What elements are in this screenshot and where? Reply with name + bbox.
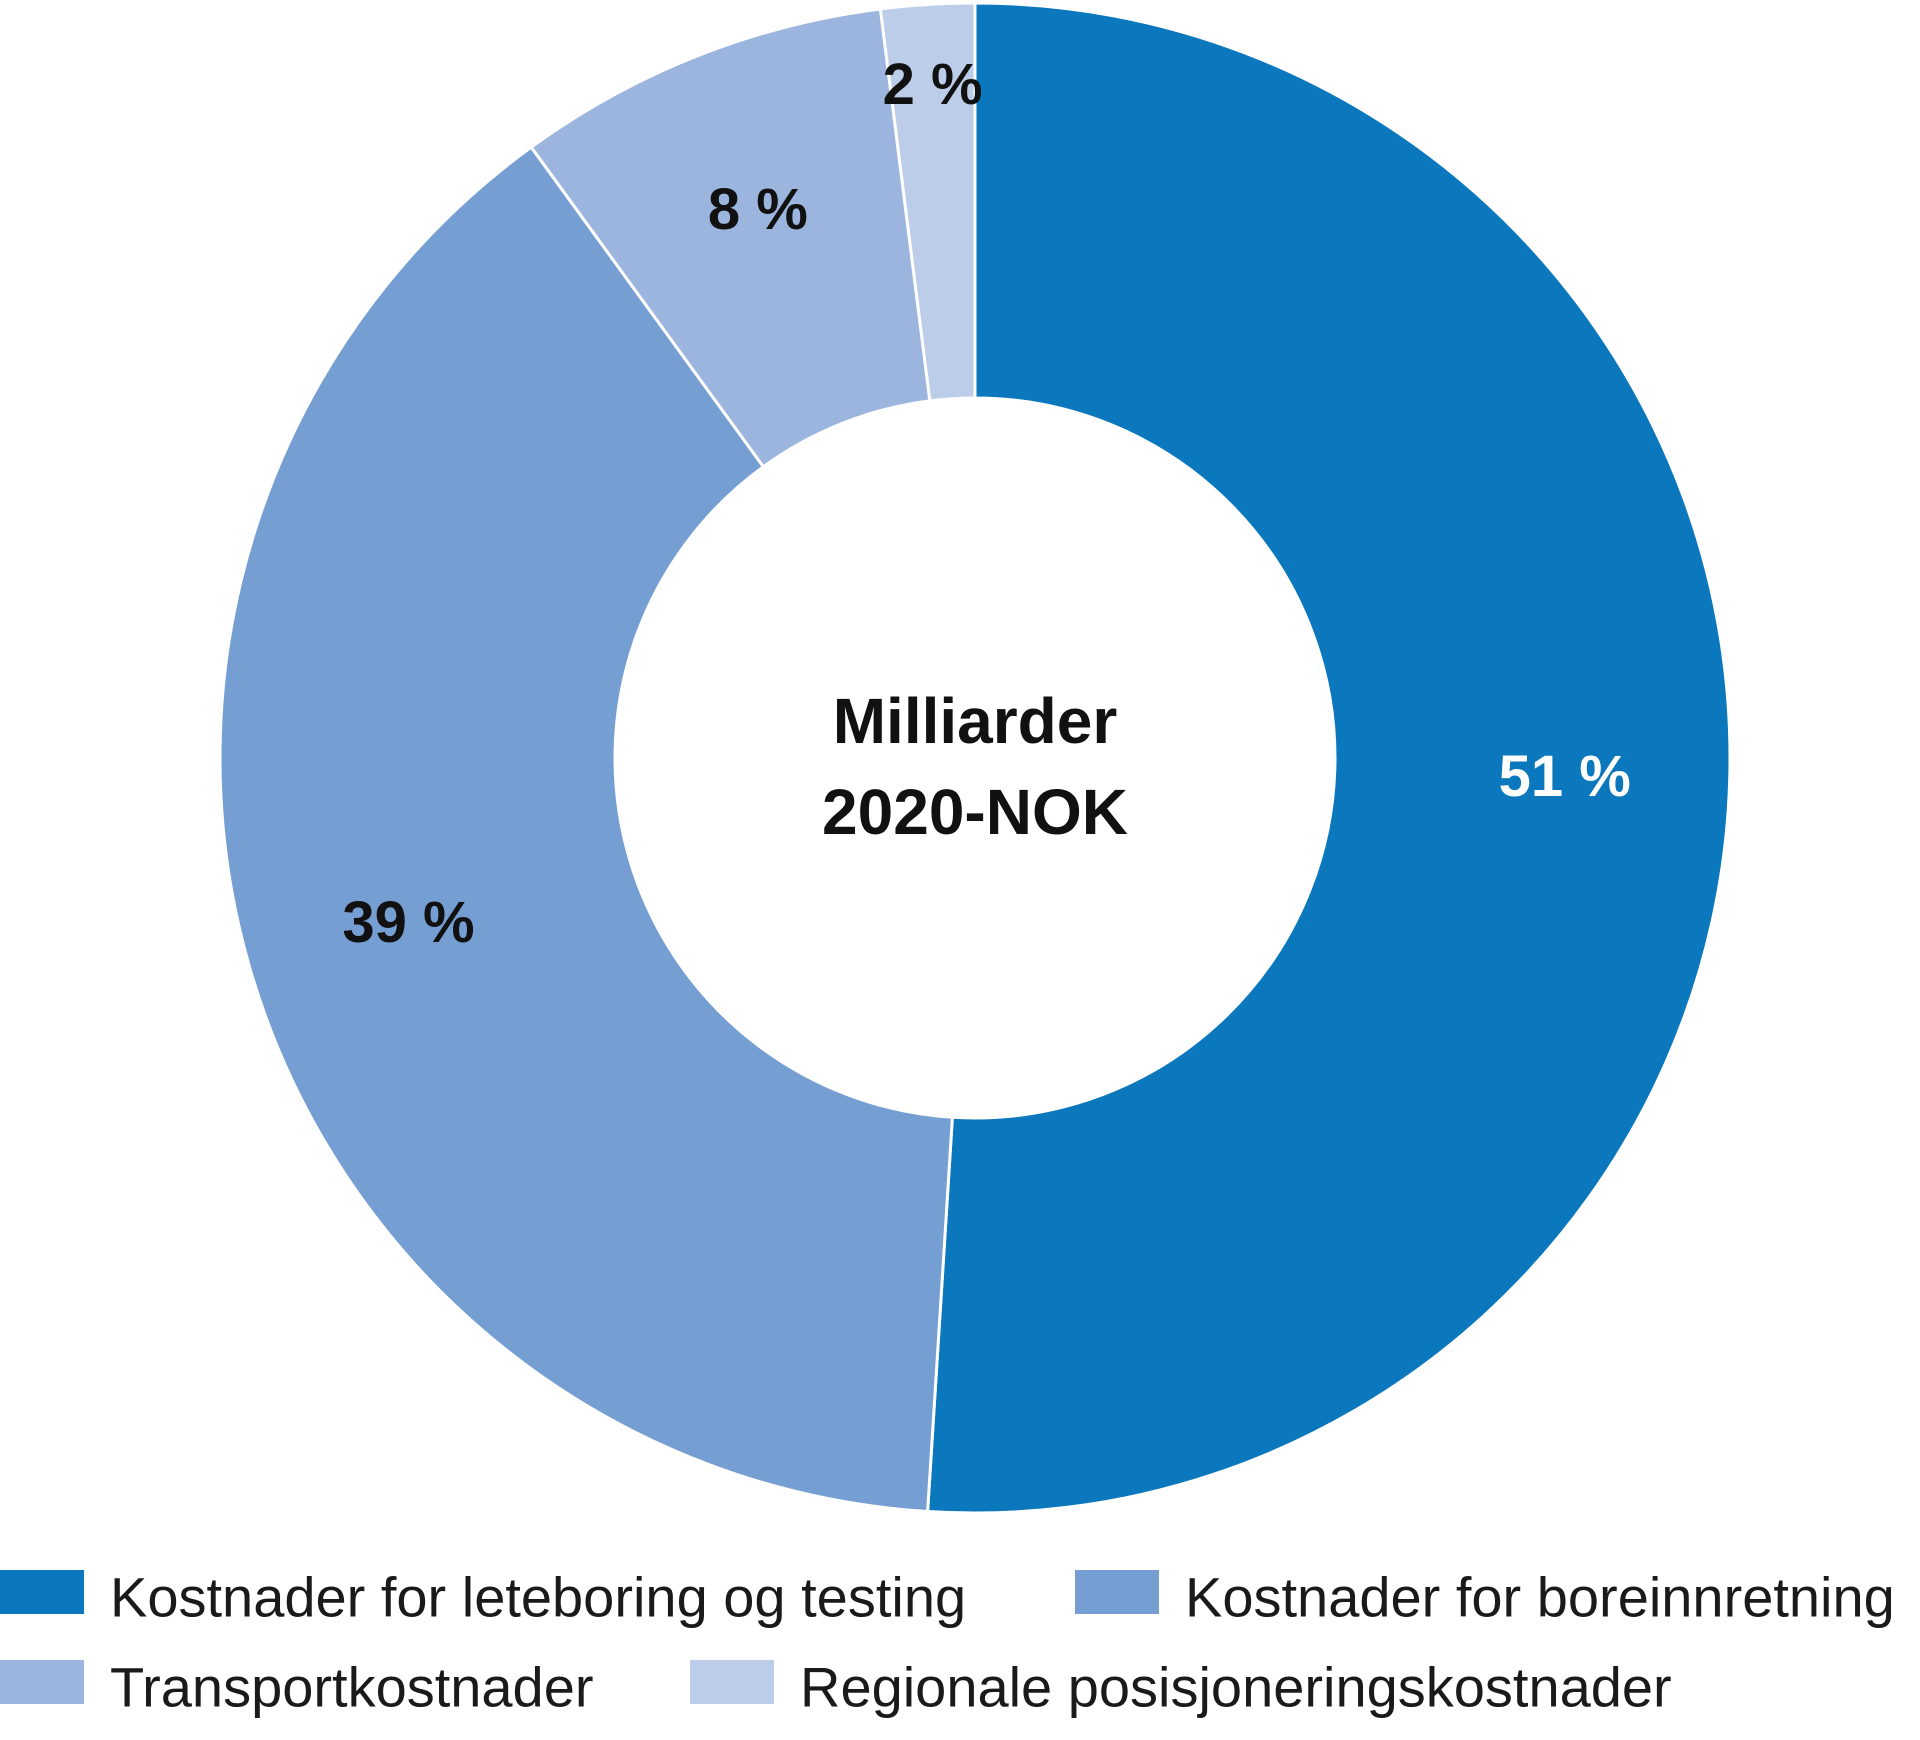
donut-slices [218, 1, 1732, 1515]
legend-swatch-3 [0, 1660, 84, 1704]
slice-label-4: 2 % [883, 52, 983, 117]
legend-swatch-4 [690, 1660, 774, 1704]
legend: Kostnader for leteboring og testing Kostn… [0, 1566, 1895, 1719]
legend-label-4: Regionale posisjoneringskostnader [800, 1656, 1672, 1719]
slice-label-2: 39 % [342, 890, 474, 955]
legend-label-3: Transportkostnader [110, 1656, 594, 1719]
slice-2 [218, 145, 954, 1514]
legend-swatch-1 [0, 1570, 84, 1614]
slice-1 [926, 1, 1732, 1515]
legend-swatch-2 [1075, 1570, 1159, 1614]
center-label-line-2: 2020-NOK [822, 776, 1128, 848]
slice-label-3: 8 % [708, 177, 808, 242]
slice-label-1: 51 % [1499, 744, 1631, 809]
slice-4 [878, 1, 977, 403]
center-label-line-1: Milliarder [833, 685, 1118, 757]
slice-3 [529, 7, 932, 469]
legend-label-1: Kostnader for leteboring og testing [110, 1566, 966, 1629]
slice-labels: 51 % 39 % 8 % 2 % [342, 52, 1630, 955]
legend-label-2: Kostnader for boreinnretning [1185, 1566, 1895, 1629]
